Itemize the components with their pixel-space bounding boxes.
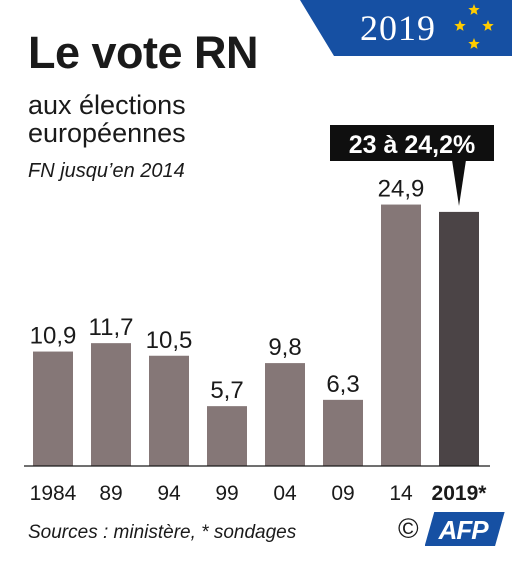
value-label-99: 5,7 (210, 377, 243, 404)
value-label-04: 9,8 (268, 334, 301, 361)
x-tick-label-2019*: 2019* (432, 482, 488, 505)
bar-14 (381, 204, 421, 467)
bar-2019* (439, 211, 479, 466)
eu-star-icon (454, 20, 466, 31)
x-tick-label-1984: 1984 (30, 482, 77, 505)
eu-star-icon (468, 4, 480, 15)
chart-subtitle-line1: aux élections (28, 90, 186, 120)
value-label-09: 6,3 (326, 371, 359, 398)
callout-pointer (452, 160, 466, 206)
year-badge: 2019 (360, 8, 436, 48)
eu-star-icon (482, 20, 494, 31)
x-tick-label-04: 04 (273, 482, 297, 505)
bar-1984 (33, 351, 73, 466)
x-tick-label-09: 09 (331, 482, 354, 505)
value-label-14: 24,9 (378, 176, 425, 203)
afp-logo: AFP (424, 512, 505, 546)
eu-flag-shape (300, 0, 512, 56)
x-tick-label-89: 89 (99, 482, 122, 505)
eu-flag-banner: 2019 (0, 0, 512, 75)
copyright-symbol: © (398, 513, 419, 544)
bar-99 (207, 406, 247, 466)
credit: © AFP (398, 512, 505, 546)
callout-label: 23 à 24,2% (349, 131, 476, 159)
x-tick-label-94: 94 (157, 482, 181, 505)
value-label-94: 10,5 (146, 327, 193, 354)
x-tick-label-14: 14 (389, 482, 413, 505)
callout-box (330, 125, 494, 161)
value-label-1984: 10,9 (30, 323, 77, 350)
value-label-89: 11,7 (89, 314, 134, 341)
source-note: Sources : ministère, * sondages (28, 522, 297, 543)
eu-stars (454, 4, 494, 49)
bar-09 (323, 399, 363, 466)
bar-94 (149, 355, 189, 466)
bar-04 (265, 363, 305, 466)
chart-subtitle-line2: européennes (28, 118, 186, 148)
bar-chart: 10,9 1984 11,7 89 10,5 94 5,7 99 9,8 04 6,3 09 24,9 1… (24, 125, 494, 505)
x-tick-label-99: 99 (215, 482, 238, 505)
chart-title: Le vote RN (28, 27, 259, 78)
bar-89 (91, 343, 131, 466)
chart-note: FN jusqu’en 2014 (28, 160, 185, 182)
afp-logo-text: AFP (438, 515, 489, 545)
eu-star-icon (468, 38, 480, 49)
